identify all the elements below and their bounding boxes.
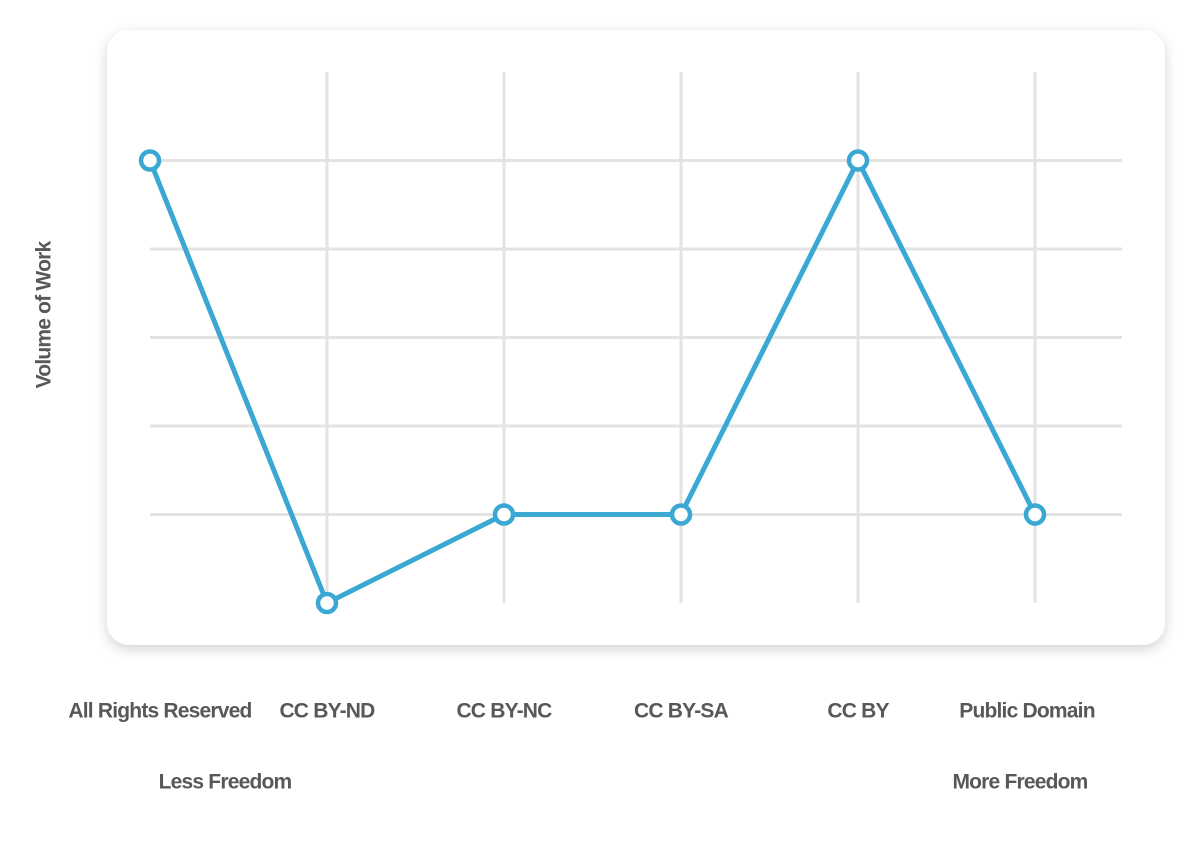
annotation: More Freedom — [952, 771, 1087, 794]
data-point — [846, 149, 870, 172]
data-point — [669, 503, 693, 526]
data-point — [315, 591, 339, 615]
data-point — [1023, 503, 1047, 526]
x-tick-label: Public Domain — [959, 700, 1094, 723]
data-point — [492, 503, 516, 526]
x-tick-label: All Rights Reserved — [68, 700, 251, 723]
data-point — [138, 149, 162, 172]
y-axis-label: Volume of Work — [33, 241, 56, 389]
annotation: Less Freedom — [159, 771, 292, 794]
x-tick-label: CC BY — [827, 700, 889, 723]
x-tick-label: CC BY-NC — [456, 700, 552, 723]
x-tick-label: CC BY-ND — [279, 700, 375, 723]
x-tick-label: CC BY-SA — [634, 700, 729, 723]
data-line — [147, 158, 1038, 606]
